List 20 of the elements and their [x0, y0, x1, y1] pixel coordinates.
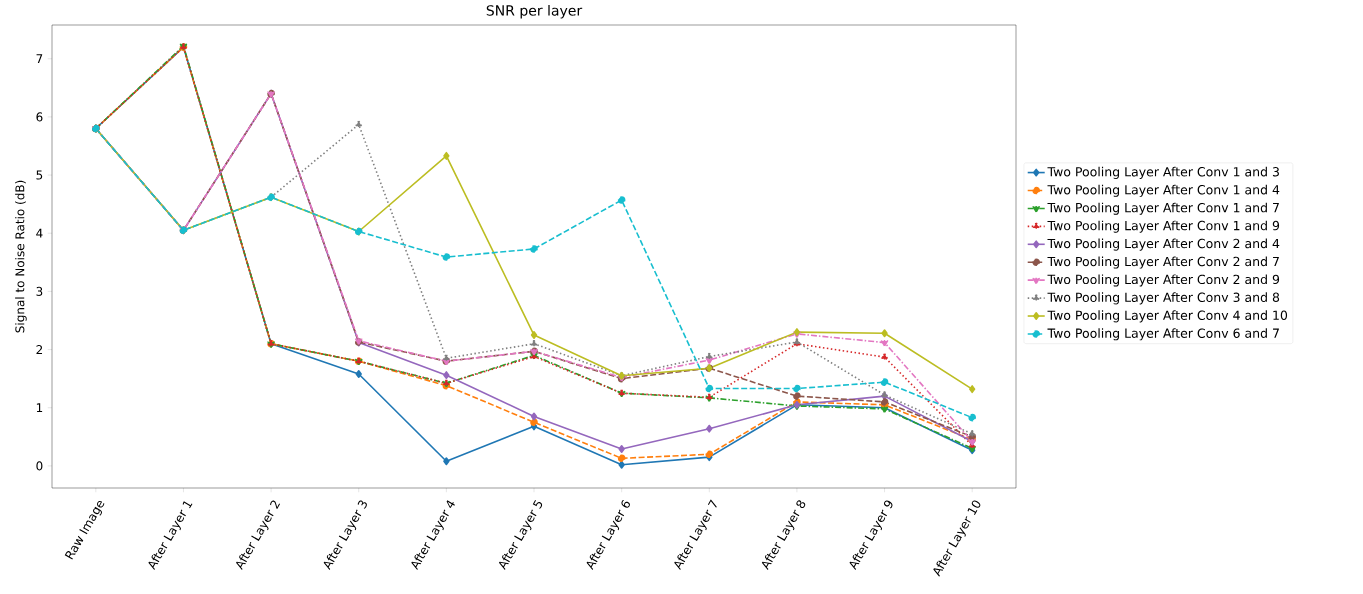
y-tick-label: 4 [36, 228, 43, 238]
y-axis-title: Signal to Noise Ratio (dB) [15, 180, 27, 333]
y-tick-label: 3 [36, 286, 43, 296]
legend-label: Two Pooling Layer After Conv 2 and 9 [1047, 274, 1280, 287]
legend-label: Two Pooling Layer After Conv 2 and 4 [1047, 238, 1280, 251]
y-tick-label: 1 [36, 403, 43, 413]
legend-label: Two Pooling Layer After Conv 2 and 7 [1047, 256, 1279, 269]
chart-title: SNR per layer [486, 4, 583, 19]
legend-label: Two Pooling Layer After Conv 1 and 7 [1047, 202, 1279, 215]
legend-label: Two Pooling Layer After Conv 1 and 4 [1047, 184, 1280, 197]
legend-label: Two Pooling Layer After Conv 3 and 8 [1047, 292, 1280, 305]
legend-label: Two Pooling Layer After Conv 1 and 9 [1047, 220, 1280, 233]
y-tick-label: 0 [36, 461, 43, 471]
y-tick-label: 6 [36, 112, 43, 122]
legend-label: Two Pooling Layer After Conv 4 and 10 [1047, 310, 1288, 323]
y-tick-label: 2 [36, 345, 43, 355]
y-tick-label: 7 [36, 54, 43, 64]
legend-label: Two Pooling Layer After Conv 6 and 7 [1047, 328, 1279, 341]
legend-label: Two Pooling Layer After Conv 1 and 3 [1047, 166, 1279, 179]
y-tick-label: 5 [36, 170, 43, 180]
